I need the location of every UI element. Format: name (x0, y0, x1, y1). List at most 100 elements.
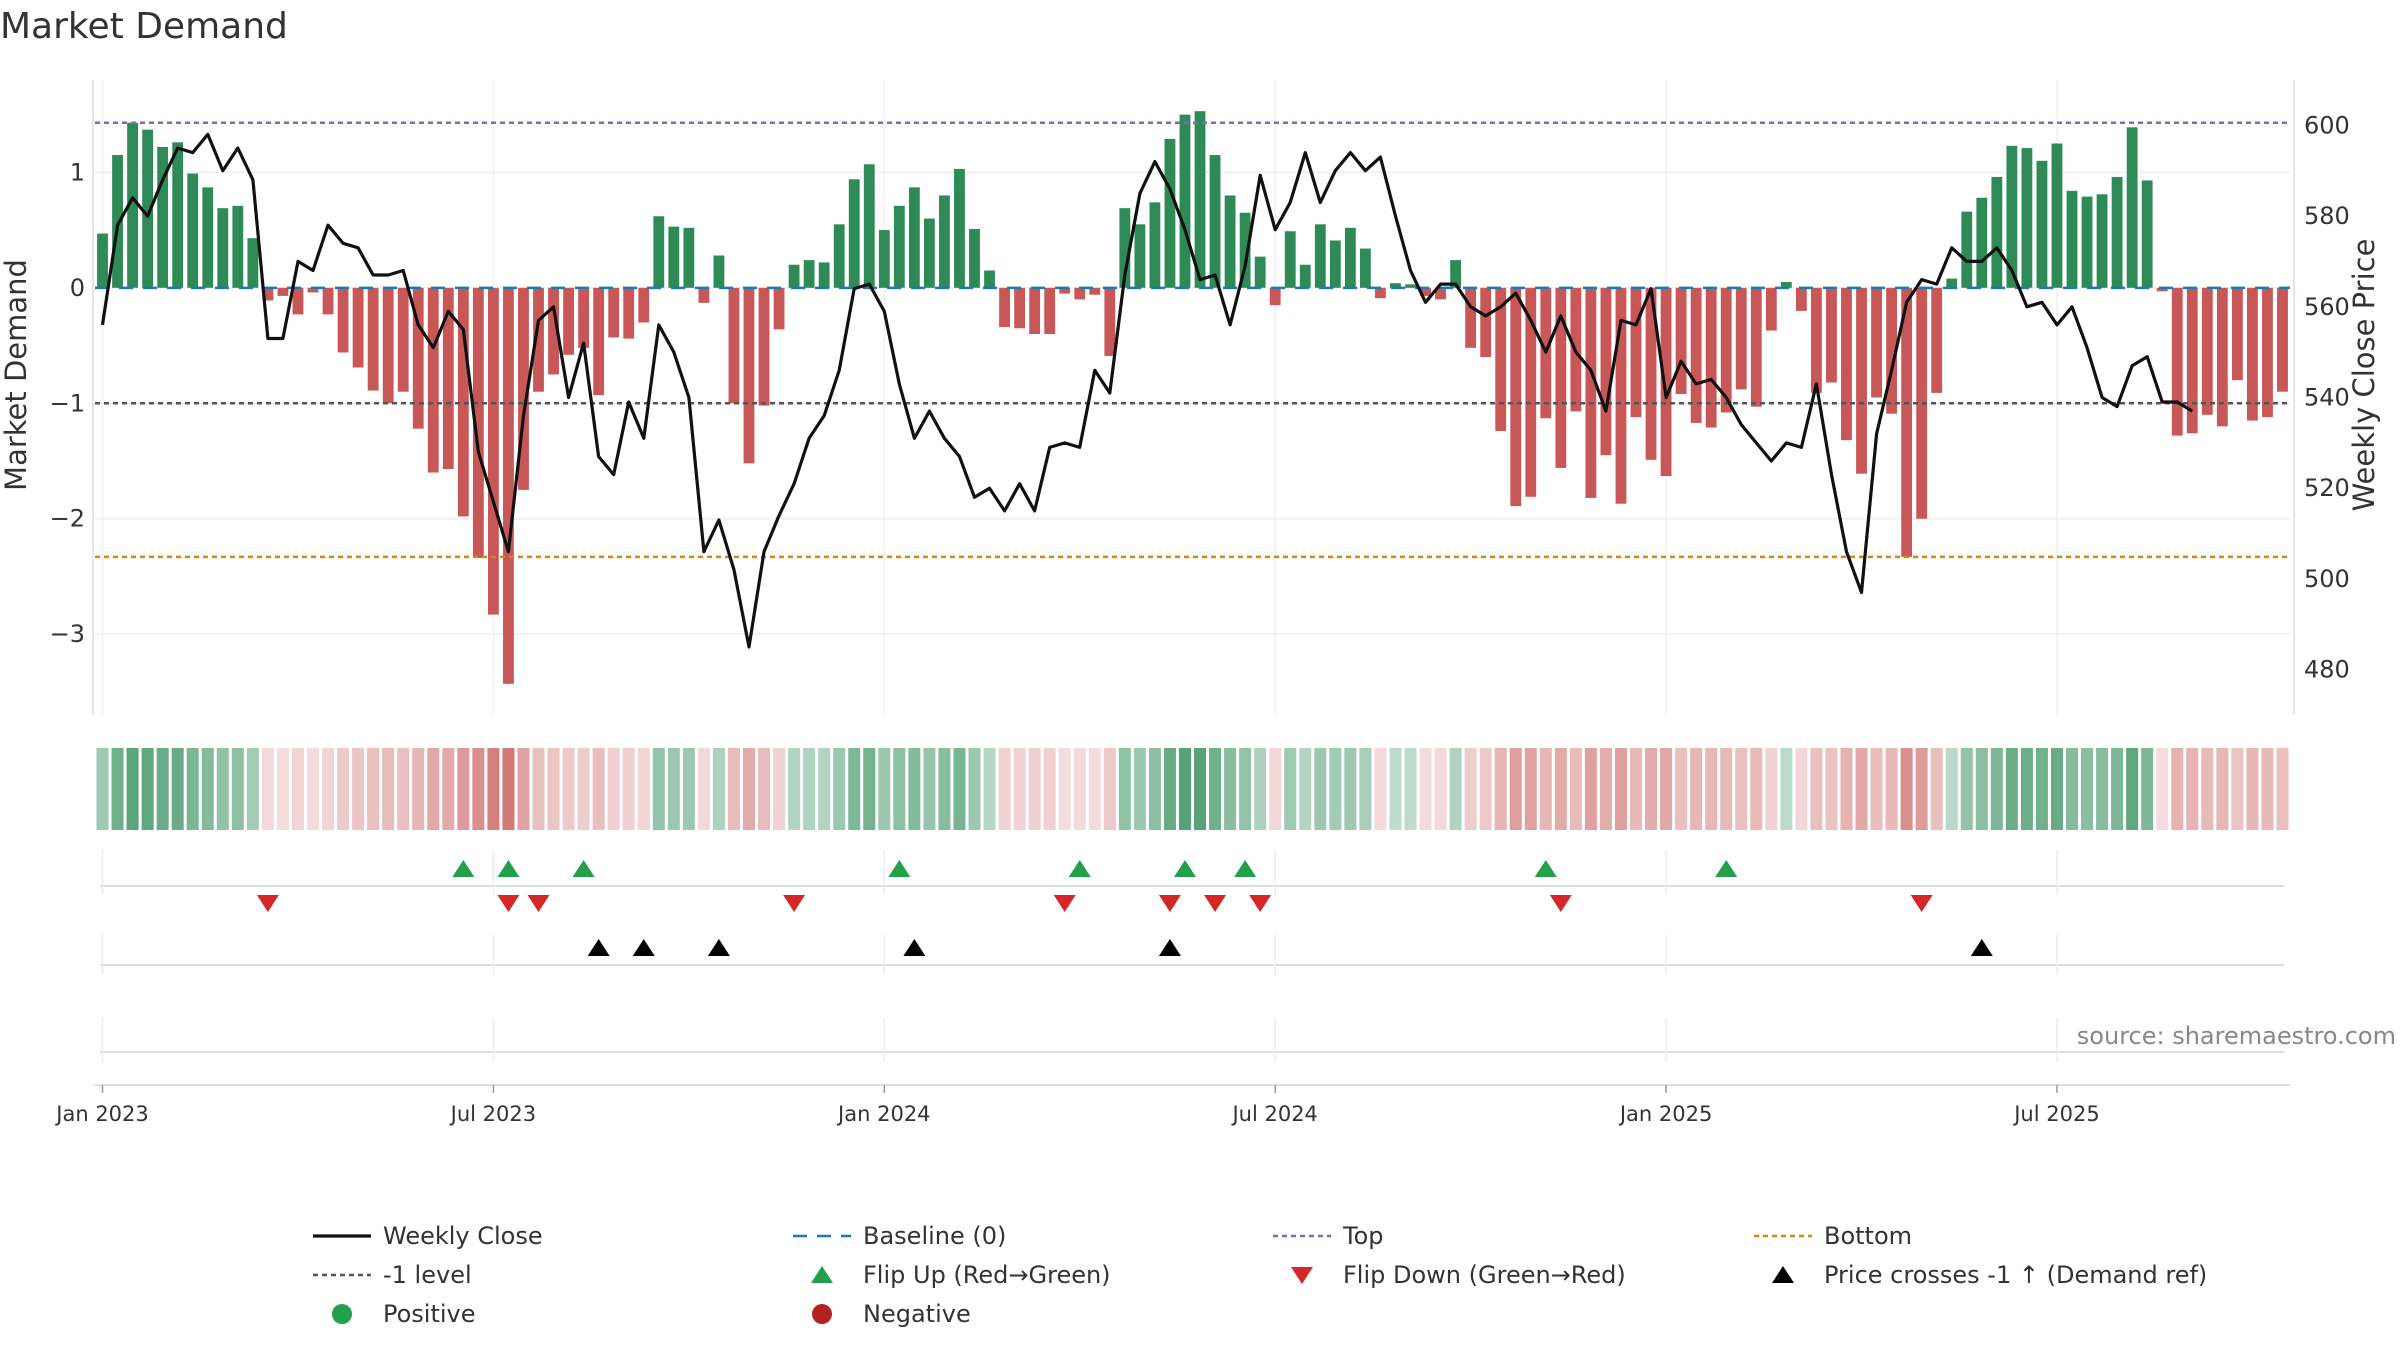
demand-bar (1029, 287, 1041, 334)
flip-up-marker (1715, 860, 1738, 877)
demand-bar (1209, 155, 1221, 288)
y-tick-label: −3 (50, 620, 85, 648)
demand-bar (1359, 248, 1371, 288)
y-tick-label: 0 (70, 274, 85, 302)
heat-cell (2156, 748, 2169, 830)
heat-cell (1584, 748, 1597, 830)
legend-swatch-triangle-down (1291, 1267, 1313, 1284)
demand-bar (833, 224, 845, 288)
demand-bar (773, 287, 785, 330)
flip-up-marker (1234, 860, 1257, 877)
demand-bar (1119, 208, 1131, 288)
demand-bar (1179, 114, 1191, 288)
demand-bar (954, 168, 965, 288)
demand-bar (1390, 283, 1401, 288)
demand-bar (472, 287, 484, 558)
heat-cell (878, 748, 891, 830)
heat-cell (1825, 748, 1838, 830)
demand-bar (1074, 287, 1086, 300)
x-tick-label: Jul 2024 (1230, 1102, 1317, 1126)
heat-cell (2246, 748, 2259, 830)
demand-bar (1600, 287, 1612, 456)
heat-cell (1073, 748, 1086, 830)
demand-bar (1826, 287, 1837, 383)
heat-cell (1720, 748, 1733, 830)
heat-cell (1765, 748, 1778, 830)
y2-tick-label: 600 (2304, 111, 2350, 139)
demand-bar (2066, 190, 2078, 288)
demand-bar (2247, 287, 2258, 421)
demand-bar (713, 255, 725, 288)
demand-bar (984, 270, 995, 288)
demand-bar (1976, 197, 1988, 288)
demand-bar (548, 287, 559, 375)
flip-down-marker (1910, 895, 1933, 912)
legend-swatch-triangle-up (1772, 1266, 1794, 1283)
demand-bar (2171, 287, 2183, 436)
heat-cell (1148, 748, 1161, 830)
heat-cell (1088, 748, 1101, 830)
price-cross-marker (1970, 939, 1993, 956)
legend-swatch-triangle-up (811, 1266, 833, 1283)
demand-bar (232, 205, 244, 288)
heat-cell (1569, 748, 1582, 830)
demand-bar (939, 195, 950, 288)
demand-bar (1254, 256, 1266, 288)
heat-cell (953, 748, 966, 830)
heat-cell (1915, 748, 1928, 830)
legend-swatch-circle (812, 1304, 832, 1324)
demand-bar (2081, 196, 2093, 288)
heat-cell (2141, 748, 2154, 830)
heat-cell (186, 748, 199, 830)
flip-up-marker (1173, 860, 1196, 877)
heat-cell (1314, 748, 1327, 830)
demand-bar (2096, 194, 2108, 288)
flip-up-marker (452, 860, 475, 877)
demand-bar (322, 287, 334, 315)
demand-bar (518, 287, 529, 490)
heat-cell (2065, 748, 2079, 830)
demand-bar (1525, 287, 1537, 497)
demand-bar (803, 260, 815, 288)
demand-bar (397, 287, 409, 392)
y-tick-label: −2 (50, 505, 85, 533)
heat-cell (1810, 748, 1823, 830)
source-text: source: sharemaestro.com (2077, 1022, 2396, 1050)
demand-bar (202, 187, 214, 288)
heat-cell (1103, 748, 1116, 830)
heat-cell (727, 748, 740, 830)
weekly-close-line (100, 132, 2194, 649)
demand-bar (1705, 287, 1717, 428)
demand-bar (487, 287, 499, 615)
y2-tick-label: 480 (2304, 656, 2350, 684)
heat-cell (1524, 748, 1537, 830)
heat-cell (111, 748, 124, 830)
heat-cell (1690, 748, 1703, 830)
heat-cell (1795, 748, 1808, 830)
heat-cell (562, 748, 575, 830)
heat-cell (968, 748, 981, 830)
demand-bar (638, 287, 650, 323)
heat-cell (2231, 748, 2244, 830)
heat-cell (2035, 748, 2048, 830)
heat-cell (863, 748, 876, 830)
legend-item: Flip Up (Red→Green) (811, 1261, 1111, 1289)
demand-bar (157, 146, 169, 288)
heat-cell (246, 748, 259, 830)
heat-cell (2081, 748, 2094, 830)
demand-bar (1375, 287, 1386, 299)
heat-cell (818, 748, 831, 830)
flip-down-marker (497, 895, 520, 912)
demand-bar (1615, 287, 1627, 504)
demand-heat-strip (96, 748, 2289, 830)
demand-bar (412, 287, 424, 429)
demand-bar (262, 287, 274, 301)
demand-bar (1750, 287, 1762, 407)
heat-cell (1118, 748, 1131, 830)
demand-bar (1720, 287, 1732, 413)
heat-cell (848, 748, 861, 830)
heat-cell (412, 748, 425, 830)
heat-cell (1705, 748, 1718, 830)
flip-up-marker (497, 860, 520, 877)
demand-bar (1931, 287, 1943, 393)
